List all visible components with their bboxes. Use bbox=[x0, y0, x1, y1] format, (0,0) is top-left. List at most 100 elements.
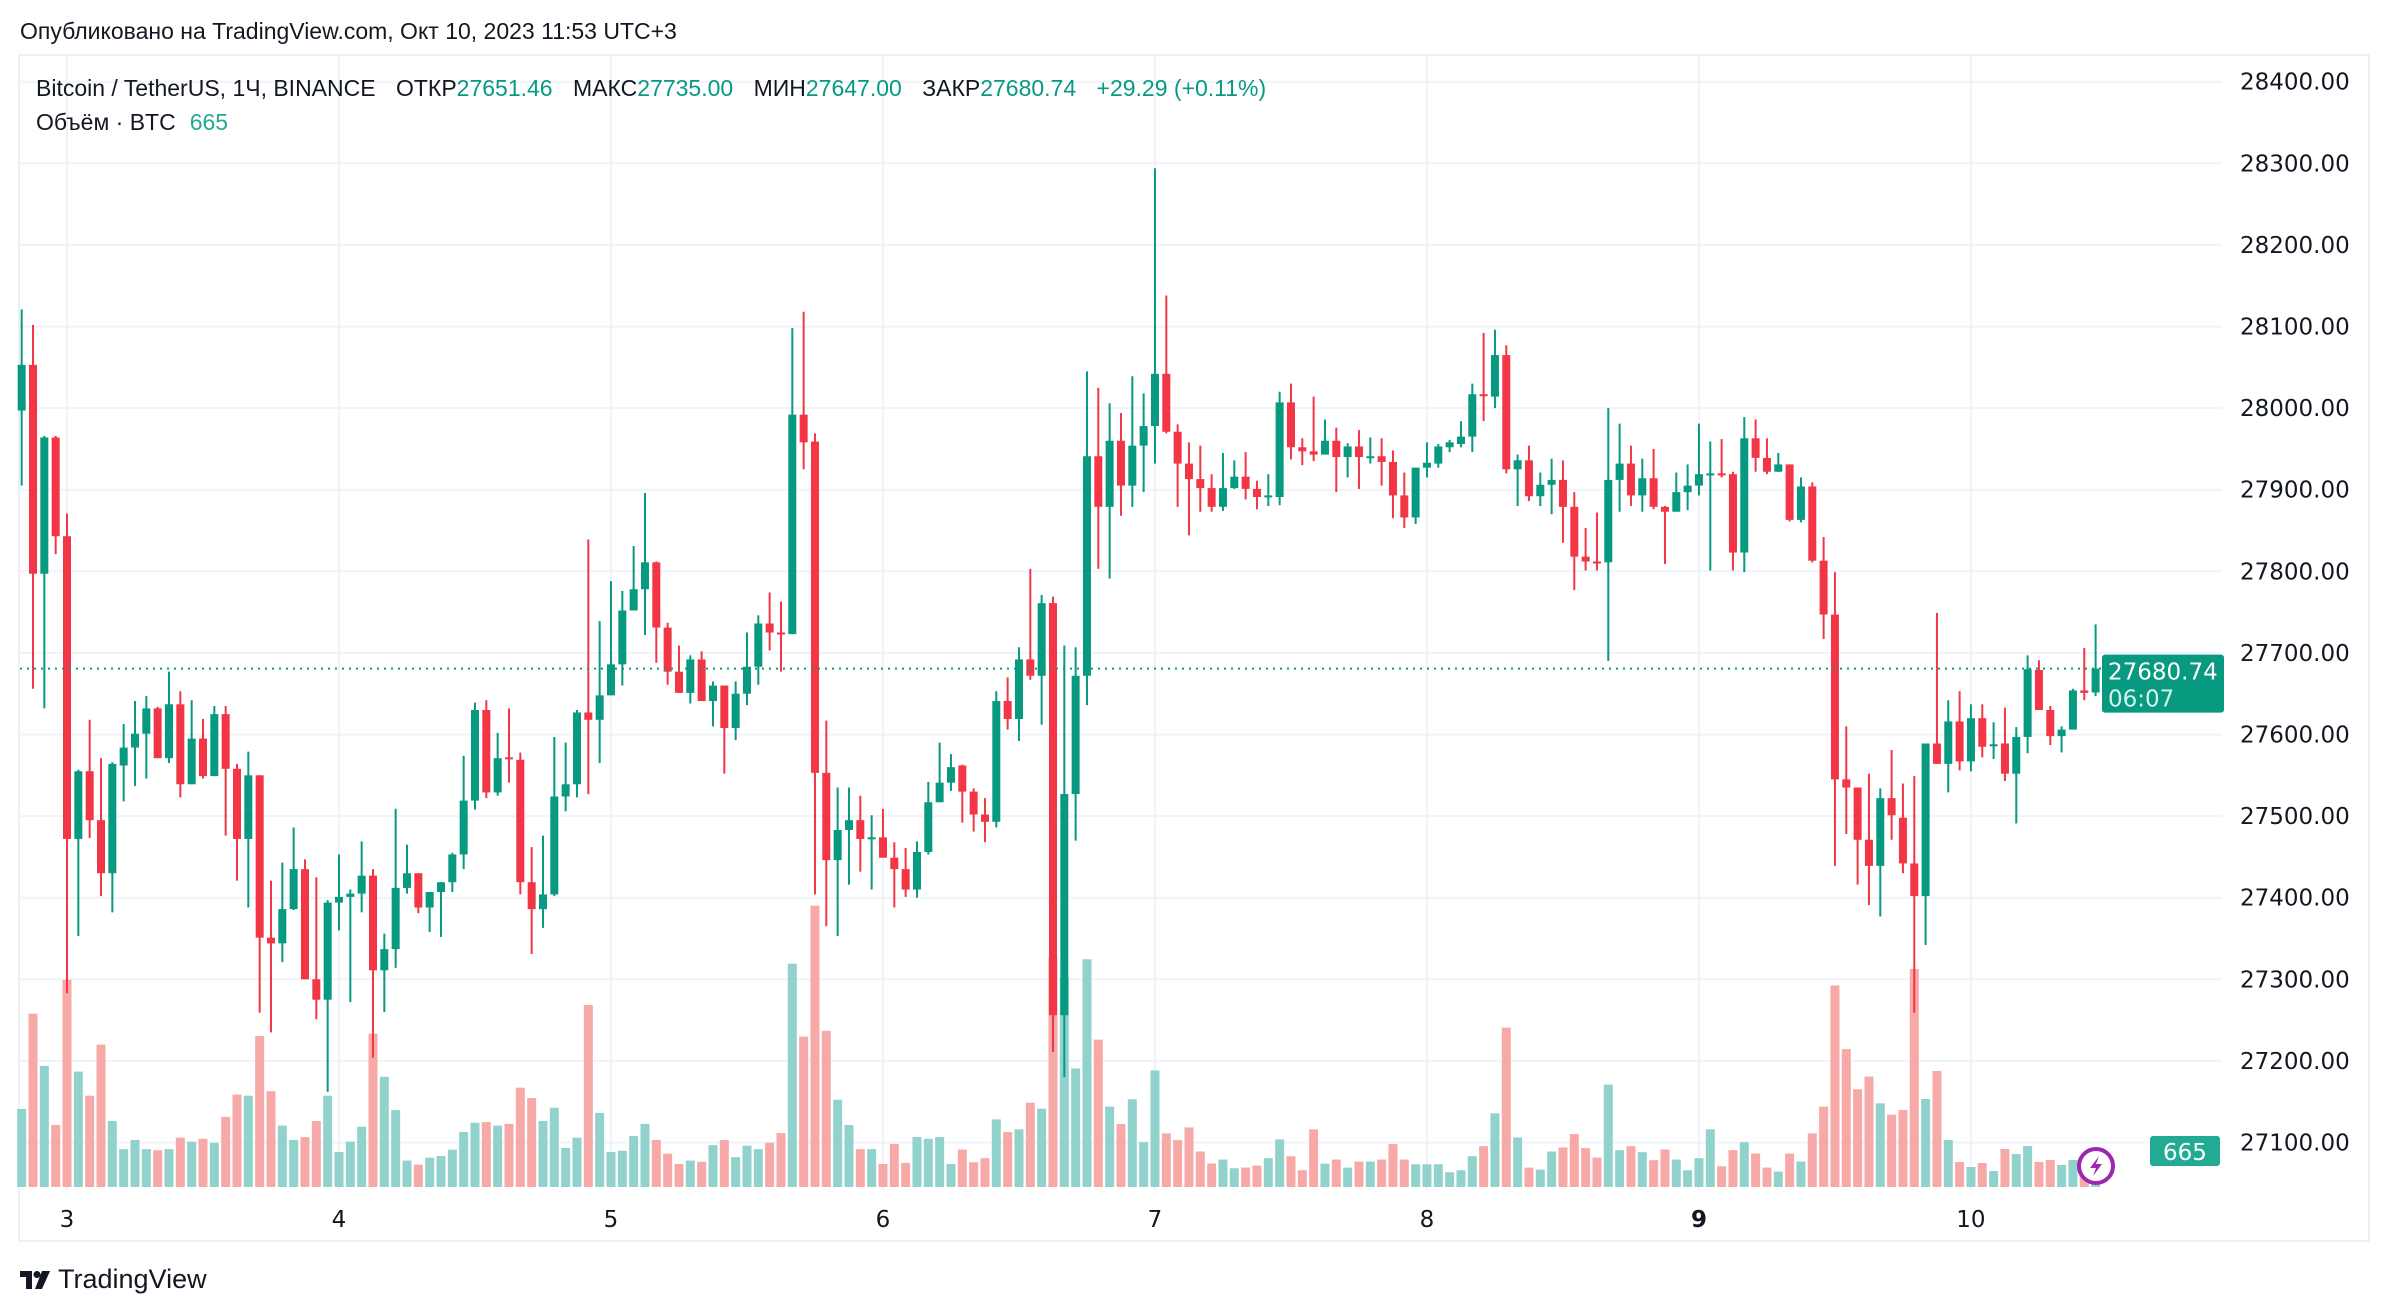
volume-bar bbox=[198, 1138, 208, 1187]
candle bbox=[470, 702, 479, 810]
symbol-title[interactable]: Bitcoin / TetherUS, 1Ч, BINANCE bbox=[36, 75, 376, 101]
lightning-alert-icon[interactable] bbox=[2077, 1147, 2115, 1185]
legend-ohlc: Bitcoin / TetherUS, 1Ч, BINANCE ОТКР2765… bbox=[36, 75, 1280, 102]
candle bbox=[142, 696, 151, 779]
candle bbox=[992, 691, 1001, 828]
volume-bar bbox=[1309, 1129, 1319, 1187]
volume-bar bbox=[708, 1145, 718, 1187]
volume-bar bbox=[164, 1149, 174, 1187]
volume-bar bbox=[1739, 1142, 1749, 1187]
candle bbox=[1218, 452, 1227, 511]
candle bbox=[1808, 482, 1817, 563]
candle-body bbox=[1241, 476, 1250, 489]
candle bbox=[2080, 648, 2089, 701]
time-axis[interactable]: 3 4 5 6 7 8 9 10 bbox=[60, 1207, 1986, 1233]
candle-body bbox=[1978, 718, 1987, 747]
candle bbox=[1162, 295, 1171, 434]
candle bbox=[414, 873, 423, 914]
candle bbox=[153, 706, 162, 759]
volume-bar bbox=[73, 1071, 83, 1187]
candle bbox=[1071, 647, 1080, 841]
candle-body bbox=[1196, 479, 1205, 489]
candle-body bbox=[1604, 479, 1613, 563]
candle-body bbox=[1207, 488, 1216, 507]
volume-bar bbox=[855, 1149, 865, 1187]
volume-bar bbox=[323, 1095, 333, 1187]
candle bbox=[1366, 437, 1375, 464]
candle bbox=[1898, 783, 1907, 874]
candle-body bbox=[164, 704, 173, 759]
candle bbox=[278, 862, 287, 963]
candle bbox=[1944, 700, 1953, 793]
price-tick-label: 28100.00 bbox=[2240, 315, 2350, 341]
price-tick-label: 27300.00 bbox=[2240, 967, 2350, 993]
volume-bar bbox=[991, 1119, 1001, 1187]
candle bbox=[1910, 776, 1919, 1013]
candle-body bbox=[63, 536, 72, 839]
volume-bar bbox=[1161, 1133, 1171, 1187]
volume-bar bbox=[1773, 1171, 1783, 1187]
volume-bar bbox=[901, 1162, 911, 1187]
volume-bar bbox=[1909, 969, 1919, 1187]
footer-brand[interactable]: TradingView bbox=[20, 1264, 207, 1295]
price-axis[interactable]: 28400.00 28300.00 28200.00 28100.00 28000.00… bbox=[2240, 70, 2350, 1157]
candle bbox=[1978, 704, 1987, 758]
volume-bar bbox=[1218, 1159, 1228, 1187]
candle-body bbox=[1343, 446, 1352, 458]
volume-bar bbox=[379, 1076, 389, 1187]
volume-bar bbox=[1830, 985, 1840, 1187]
candle bbox=[935, 742, 944, 803]
candle-body bbox=[1286, 402, 1295, 448]
candle bbox=[131, 701, 139, 786]
candle bbox=[1196, 445, 1205, 512]
candle bbox=[731, 681, 740, 741]
volume-bar bbox=[1365, 1161, 1375, 1187]
candle bbox=[1128, 376, 1137, 507]
candle-body bbox=[856, 820, 865, 839]
candle bbox=[368, 869, 377, 1058]
candle-body bbox=[754, 623, 763, 667]
candle bbox=[2091, 624, 2100, 697]
candle bbox=[1853, 787, 1862, 885]
candle bbox=[788, 328, 797, 635]
candle-body bbox=[232, 768, 241, 839]
candle bbox=[1377, 438, 1386, 486]
volume-bar bbox=[1139, 1142, 1149, 1187]
volume-bar bbox=[1150, 1070, 1160, 1187]
last-price-badge-bg bbox=[2102, 654, 2224, 713]
candle-body bbox=[516, 759, 525, 883]
candle bbox=[176, 691, 185, 798]
candle-body bbox=[108, 763, 117, 874]
candle bbox=[1037, 594, 1046, 725]
candle-body bbox=[504, 757, 513, 760]
candle-body bbox=[935, 782, 944, 803]
candle-body bbox=[1479, 394, 1488, 397]
candle bbox=[1751, 419, 1760, 472]
candle-body bbox=[2057, 729, 2066, 737]
candle-body bbox=[572, 712, 581, 785]
candle bbox=[1184, 442, 1193, 536]
candle-body bbox=[776, 632, 785, 635]
candle bbox=[2068, 688, 2077, 730]
candle-body bbox=[357, 875, 366, 894]
candle bbox=[1604, 408, 1613, 662]
volume-bar bbox=[1683, 1170, 1693, 1187]
candle bbox=[493, 732, 502, 796]
candle-body bbox=[176, 704, 185, 785]
volume-indicator-title[interactable]: Объём · BTC bbox=[36, 109, 176, 135]
candle bbox=[436, 882, 445, 937]
candle bbox=[1774, 452, 1783, 472]
candle bbox=[1150, 168, 1159, 464]
volume-bar bbox=[1025, 1102, 1035, 1187]
volume-bar bbox=[889, 1143, 899, 1187]
volume-bar bbox=[1490, 1113, 1500, 1187]
candle bbox=[867, 815, 876, 890]
candle-body bbox=[448, 854, 457, 883]
candle bbox=[1422, 442, 1431, 478]
candle-body bbox=[1808, 486, 1817, 561]
volume-bar bbox=[1513, 1137, 1523, 1187]
candle bbox=[402, 844, 411, 894]
candle-body bbox=[1275, 402, 1284, 498]
candle-body bbox=[1366, 456, 1375, 459]
